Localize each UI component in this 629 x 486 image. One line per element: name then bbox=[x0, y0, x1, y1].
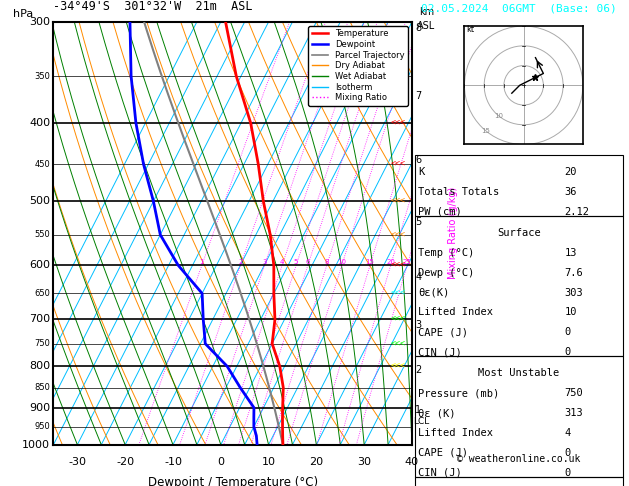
Text: 650: 650 bbox=[35, 289, 50, 298]
Text: 0: 0 bbox=[565, 347, 571, 357]
Text: 4: 4 bbox=[280, 260, 284, 265]
Text: <<<: <<< bbox=[391, 289, 406, 298]
Text: 0: 0 bbox=[217, 457, 225, 467]
Text: θε (K): θε (K) bbox=[418, 408, 456, 418]
Text: Most Unstable: Most Unstable bbox=[478, 368, 560, 378]
Text: 2: 2 bbox=[415, 365, 421, 375]
Text: 1000: 1000 bbox=[22, 440, 50, 450]
Text: Dewpoint / Temperature (°C): Dewpoint / Temperature (°C) bbox=[148, 476, 318, 486]
Text: 800: 800 bbox=[29, 361, 50, 371]
Text: 6: 6 bbox=[415, 156, 421, 165]
Text: 400: 400 bbox=[29, 118, 50, 128]
Text: 1: 1 bbox=[415, 405, 421, 416]
Text: 0: 0 bbox=[565, 448, 571, 458]
Text: 6: 6 bbox=[306, 260, 310, 265]
Text: 13: 13 bbox=[565, 248, 577, 258]
Text: 950: 950 bbox=[35, 422, 50, 431]
Legend: Temperature, Dewpoint, Parcel Trajectory, Dry Adiabat, Wet Adiabat, Isotherm, Mi: Temperature, Dewpoint, Parcel Trajectory… bbox=[308, 26, 408, 105]
Text: 20: 20 bbox=[565, 167, 577, 177]
Text: 3: 3 bbox=[415, 320, 421, 330]
Text: 25: 25 bbox=[403, 260, 411, 265]
Text: 02.05.2024  06GMT  (Base: 06): 02.05.2024 06GMT (Base: 06) bbox=[421, 3, 617, 13]
Text: 7: 7 bbox=[415, 90, 421, 101]
Text: 7.6: 7.6 bbox=[565, 268, 583, 278]
Text: © weatheronline.co.uk: © weatheronline.co.uk bbox=[457, 454, 581, 465]
Text: <<<: <<< bbox=[391, 362, 406, 371]
Text: -30: -30 bbox=[69, 457, 86, 467]
Text: 750: 750 bbox=[35, 339, 50, 348]
Text: 40: 40 bbox=[405, 457, 419, 467]
Text: 700: 700 bbox=[29, 314, 50, 325]
Text: 0: 0 bbox=[565, 468, 571, 478]
Text: Dewp (°C): Dewp (°C) bbox=[418, 268, 474, 278]
Text: 450: 450 bbox=[35, 160, 50, 169]
Text: 8: 8 bbox=[325, 260, 329, 265]
Text: 600: 600 bbox=[30, 260, 50, 270]
Text: 550: 550 bbox=[35, 230, 50, 239]
Text: <<<: <<< bbox=[391, 230, 406, 239]
Text: Mixing Ratio (g/kg): Mixing Ratio (g/kg) bbox=[448, 187, 458, 279]
Text: 900: 900 bbox=[29, 403, 50, 413]
Text: hPa: hPa bbox=[13, 9, 33, 19]
Text: 20: 20 bbox=[309, 457, 323, 467]
Text: 30: 30 bbox=[357, 457, 371, 467]
Text: <<<: <<< bbox=[391, 160, 406, 169]
Text: Surface: Surface bbox=[497, 228, 541, 238]
Text: 300: 300 bbox=[30, 17, 50, 27]
Text: <<<: <<< bbox=[391, 315, 406, 324]
Text: 2.12: 2.12 bbox=[565, 207, 589, 217]
Text: 10: 10 bbox=[262, 457, 276, 467]
Text: 850: 850 bbox=[35, 383, 50, 392]
Text: 4: 4 bbox=[415, 272, 421, 282]
Text: kt: kt bbox=[467, 25, 474, 34]
Text: 2: 2 bbox=[238, 260, 243, 265]
Text: K: K bbox=[418, 167, 425, 177]
Text: -20: -20 bbox=[116, 457, 134, 467]
Text: Pressure (mb): Pressure (mb) bbox=[418, 388, 499, 398]
Text: 0: 0 bbox=[565, 328, 571, 337]
Text: PW (cm): PW (cm) bbox=[418, 207, 462, 217]
Text: Totals Totals: Totals Totals bbox=[418, 187, 499, 197]
Text: ASL: ASL bbox=[417, 21, 436, 31]
Text: LCL: LCL bbox=[413, 417, 430, 426]
Text: <<<: <<< bbox=[391, 119, 406, 127]
Text: 10: 10 bbox=[494, 113, 503, 119]
Text: Temp (°C): Temp (°C) bbox=[418, 248, 474, 258]
Text: CIN (J): CIN (J) bbox=[418, 468, 462, 478]
Text: CIN (J): CIN (J) bbox=[418, 347, 462, 357]
Text: 5: 5 bbox=[415, 217, 421, 227]
Text: 10: 10 bbox=[337, 260, 347, 265]
Text: 350: 350 bbox=[35, 71, 50, 81]
Text: CAPE (J): CAPE (J) bbox=[418, 328, 468, 337]
Text: -34°49'S  301°32'W  21m  ASL: -34°49'S 301°32'W 21m ASL bbox=[53, 0, 253, 13]
Text: 15: 15 bbox=[365, 260, 374, 265]
Text: 36: 36 bbox=[565, 187, 577, 197]
Text: 20: 20 bbox=[386, 260, 395, 265]
Text: Lifted Index: Lifted Index bbox=[418, 308, 493, 317]
Text: 15: 15 bbox=[481, 128, 490, 134]
Text: 10: 10 bbox=[565, 308, 577, 317]
Text: θε(K): θε(K) bbox=[418, 288, 450, 297]
Text: Lifted Index: Lifted Index bbox=[418, 428, 493, 438]
Text: 1: 1 bbox=[199, 260, 204, 265]
Text: <<<: <<< bbox=[391, 197, 406, 206]
Text: 4: 4 bbox=[565, 428, 571, 438]
Text: -10: -10 bbox=[164, 457, 182, 467]
Text: <<<: <<< bbox=[391, 339, 406, 348]
Text: 3: 3 bbox=[262, 260, 267, 265]
Text: 313: 313 bbox=[565, 408, 583, 418]
Text: km: km bbox=[419, 7, 434, 17]
Text: CAPE (J): CAPE (J) bbox=[418, 448, 468, 458]
Text: 500: 500 bbox=[30, 196, 50, 206]
Text: 8: 8 bbox=[415, 23, 421, 33]
Text: 750: 750 bbox=[565, 388, 583, 398]
Text: <<<: <<< bbox=[391, 261, 406, 270]
Text: 303: 303 bbox=[565, 288, 583, 297]
Text: 5: 5 bbox=[294, 260, 298, 265]
